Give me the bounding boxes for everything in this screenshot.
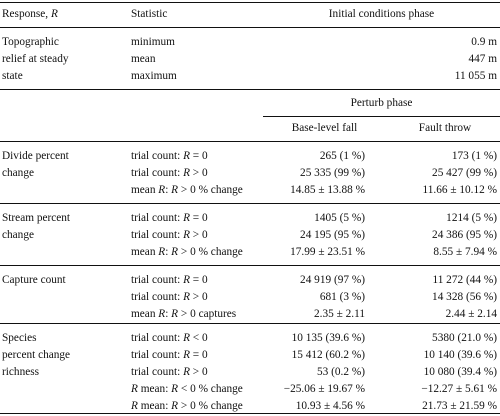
group-response-label: Stream percent (2, 212, 71, 224)
bottom-rule (0, 413, 500, 415)
base-level-fall-cell: 10 135 (39.6 %) (291, 332, 365, 344)
statistic-cell: trial count: R > 0 (131, 366, 208, 378)
header-rule (0, 27, 500, 28)
relief-value: 0.9 m (471, 36, 497, 48)
base-level-fall-cell: 17.99 ± 23.51 % (290, 246, 365, 258)
fault-throw-cell: 2.44 ± 2.14 (445, 308, 497, 320)
statistic-cell: trial count: R > 0 (131, 291, 208, 303)
group-rule-3 (0, 323, 500, 324)
base-level-fall-cell: 24 919 (97 %) (300, 274, 365, 286)
fault-throw-cell: 14 328 (56 %) (432, 291, 497, 303)
fault-throw-cell: 25 427 (99 %) (432, 167, 497, 179)
fault-throw-cell: 11.66 ± 10.12 % (422, 184, 498, 196)
relief-value: 11 055 m (454, 70, 497, 83)
group-response-label: Divide percent (2, 150, 69, 162)
relief-statistic: maximum (131, 70, 177, 83)
group-response-label: Capture count (2, 274, 66, 286)
relief-statistic: mean (131, 53, 156, 66)
group-response-label: change (2, 167, 34, 179)
relief-rule (0, 89, 500, 90)
base-level-fall-cell: 681 (3 %) (319, 291, 365, 303)
relief-response-label: Topographic (2, 36, 59, 48)
base-level-fall-header: Base-level fall (291, 122, 358, 134)
group-response-label: richness (2, 366, 40, 378)
base-level-fall-cell: 14.85 ± 13.88 % (290, 184, 365, 196)
relief-statistic: minimum (131, 36, 175, 48)
statistic-cell: mean R: R > 0 captures (131, 308, 237, 320)
statistic-cell: trial count: R > 0 (131, 167, 208, 179)
base-level-fall-cell: −25.06 ± 19.67 % (283, 383, 365, 395)
fault-throw-cell: 24 386 (95 %) (432, 229, 497, 241)
fault-throw-cell: 5380 (21.0 %) (432, 332, 497, 344)
subheader-rule (0, 141, 500, 142)
fault-throw-header: Fault throw (418, 122, 472, 134)
fault-throw-cell: 1214 (5 %) (446, 212, 497, 224)
statistic-cell: mean R: R > 0 % change (131, 246, 243, 258)
initial-phase-header: Initial conditions phase (328, 8, 435, 20)
fault-throw-cell: 10 080 (39.4 %) (423, 366, 497, 378)
relief-response-label: relief at steady (2, 53, 69, 66)
statistic-cell: trial count: R < 0 (131, 332, 208, 344)
base-level-fall-cell: 53 (0.2 %) (316, 366, 365, 378)
base-level-fall-cell: 25 335 (99 %) (300, 167, 365, 179)
top-rule (0, 2, 500, 4)
base-level-fall-cell: 2.35 ± 2.11 (314, 308, 365, 320)
statistic-column-header: Statistic (131, 8, 168, 20)
base-level-fall-cell: 265 (1 %) (319, 150, 365, 162)
group-response-label: change (2, 229, 34, 241)
statistic-cell: trial count: R > 0 (131, 229, 208, 241)
statistic-cell: trial count: R = 0 (131, 212, 208, 224)
relief-response-label: state (2, 70, 23, 83)
fault-throw-cell: 21.73 ± 21.59 % (422, 400, 497, 412)
statistic-cell: mean R: R > 0 % change (131, 184, 243, 196)
fault-throw-cell: −12.27 ± 5.61 % (421, 383, 497, 395)
base-level-fall-cell: 15 412 (60.2 %) (291, 349, 365, 361)
statistic-cell: R mean: R < 0 % change (131, 383, 243, 395)
group-response-label: Species (2, 332, 37, 344)
group-rule-2 (0, 265, 500, 266)
statistic-cell: trial count: R = 0 (131, 349, 208, 361)
fault-throw-cell: 11 272 (44 %) (432, 274, 497, 286)
perturb-phase-header: Perturb phase (350, 97, 413, 109)
group-rule-1 (0, 203, 500, 204)
base-level-fall-cell: 1405 (5 %) (314, 212, 365, 224)
group-response-label: percent change (2, 349, 71, 361)
statistic-cell: trial count: R = 0 (131, 150, 208, 162)
relief-value: 447 m (468, 53, 497, 66)
base-level-fall-cell: 10.93 ± 4.56 % (295, 400, 365, 412)
statistic-cell: R mean: R > 0 % change (131, 400, 243, 412)
fault-throw-cell: 10 140 (39.6 %) (423, 349, 497, 361)
statistic-cell: trial count: R = 0 (131, 274, 208, 286)
fault-throw-cell: 8.55 ± 7.94 % (433, 246, 497, 258)
base-level-fall-cell: 24 195 (95 %) (300, 229, 365, 241)
perturb-phase-underline (263, 116, 500, 117)
fault-throw-cell: 173 (1 %) (451, 150, 497, 162)
response-column-header: Response, R (2, 8, 58, 20)
